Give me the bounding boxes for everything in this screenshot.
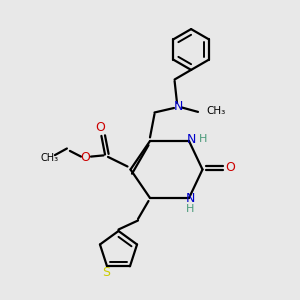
Text: S: S <box>102 266 110 279</box>
Text: N: N <box>186 192 195 206</box>
Text: CH₃: CH₃ <box>40 153 58 164</box>
Text: O: O <box>81 151 90 164</box>
Text: O: O <box>95 121 105 134</box>
Text: O: O <box>225 161 235 174</box>
Text: N: N <box>174 100 183 113</box>
Text: N: N <box>187 133 196 146</box>
Text: CH₃: CH₃ <box>206 106 225 116</box>
Text: H: H <box>186 204 195 214</box>
Text: H: H <box>199 134 208 144</box>
